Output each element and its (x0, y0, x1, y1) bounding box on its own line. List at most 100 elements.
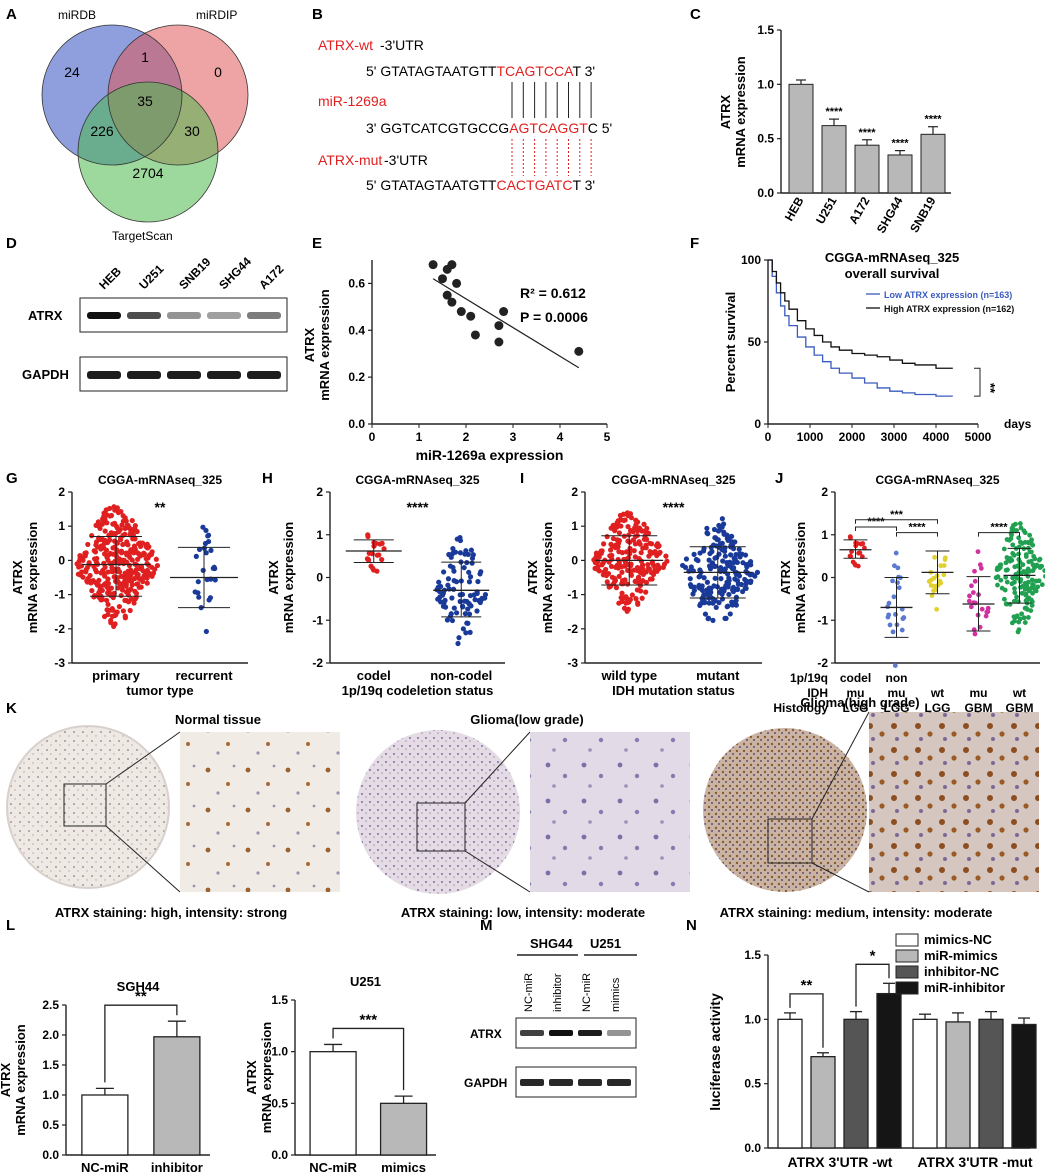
chartI-point (643, 589, 649, 595)
chartJ-point (1020, 562, 1026, 568)
chartL1-y-tick-label: 1.0 (42, 1088, 59, 1102)
chartJ-point (941, 563, 947, 568)
chartJ-point (998, 562, 1004, 568)
chart-j-group-label: codel (840, 671, 871, 685)
chartI-point (731, 565, 737, 571)
chart-e-x-label: miR-1269a expression (416, 447, 564, 463)
chartH-point (461, 565, 467, 571)
venn-count-c-only: 2704 (132, 165, 163, 181)
chartI-point (715, 528, 722, 534)
chart-j-row-label: IDH (807, 686, 828, 700)
chart-f-x-tick-label: 2000 (839, 430, 866, 444)
chartJ-point (1012, 598, 1018, 604)
chart-j-group-label: mu (847, 686, 865, 700)
chartI-point (724, 535, 730, 541)
chart-c-significance: **** (891, 138, 909, 150)
chartH-point (450, 550, 456, 556)
chartH-point (441, 600, 447, 606)
chartI-point (733, 551, 739, 558)
chartG-point (127, 607, 133, 614)
chartG-point (145, 555, 151, 561)
chartI-point (742, 552, 749, 558)
chartI-point (643, 536, 650, 542)
chartL1-y-label: ATRX (0, 1062, 13, 1097)
chart-n-bar (1011, 1023, 1037, 1149)
blot-d-atrx-band (127, 312, 161, 319)
chartI-point (616, 560, 622, 566)
chartG-point (116, 556, 122, 562)
chartG-point (92, 593, 98, 599)
chartI-y-label: mRNA expression (540, 522, 555, 634)
chartJ-point (928, 583, 934, 588)
chart-e-x-tick-label: 3 (510, 430, 517, 444)
chartI-point (649, 576, 655, 582)
chartI-point (714, 536, 720, 543)
chartG-point (124, 524, 130, 530)
chartJ-point (1033, 588, 1039, 594)
chartJ-point (1027, 568, 1033, 574)
chartI-point (734, 586, 741, 593)
chartI-point (604, 534, 610, 540)
chartH-point (365, 532, 371, 538)
chartG-title: CGGA-mRNAseq_325 (98, 473, 222, 487)
chartI-point (727, 552, 734, 558)
chartG-point (120, 583, 126, 589)
chart-n-bar (912, 1018, 938, 1149)
chart-n-legend-swatch (895, 949, 919, 963)
chartH-point (482, 595, 488, 601)
chartJ-point (1009, 557, 1015, 563)
chartI-title: CGGA-mRNAseq_325 (611, 473, 735, 487)
chart-n-significance: * (870, 947, 876, 964)
chartH-point (454, 536, 460, 542)
chartJ-point (1007, 601, 1013, 607)
chart-e-y-label: mRNA expression (317, 289, 332, 401)
chartH-point (451, 586, 457, 592)
mut-sequence: 5' GTATAGTAATGTTCACTGATCT 3' (366, 177, 595, 193)
chartG-y-label: ATRX (10, 560, 25, 595)
chart-e-point (438, 274, 447, 284)
tissue-zoom-high (869, 712, 1039, 892)
chart-j-group-label: mu (970, 686, 988, 700)
chartG-point (136, 575, 142, 581)
chartG-point (119, 587, 126, 593)
chart-c-x-tick-label: U251 (813, 194, 840, 226)
chartJ-point (1010, 575, 1016, 581)
panel-label-b: B (312, 6, 323, 23)
chartG-point (107, 550, 113, 557)
chart-n-y-tick-label: 1.5 (744, 948, 761, 962)
chartJ-point (1013, 614, 1019, 620)
chartG-point (144, 580, 150, 586)
chartJ-point (985, 609, 991, 615)
blot-m-group-u251: U251 (590, 936, 621, 951)
chart-n-y-tick-label: 1.0 (744, 1012, 761, 1026)
chart-e-p-value: P = 0.0006 (520, 309, 588, 325)
chartJ-point (892, 563, 897, 569)
chartI-point (608, 547, 614, 553)
chartI-point (608, 541, 614, 547)
chartG-point (101, 613, 108, 620)
chartJ-point (1004, 579, 1010, 585)
chartJ-point (887, 622, 893, 628)
chartL1-y-tick-label: 0.5 (42, 1118, 59, 1132)
chart-j-bracket-label: **** (867, 516, 885, 528)
chartI-point (655, 562, 661, 568)
chartG-point (129, 557, 135, 563)
chartJ-point (1018, 570, 1024, 576)
chartI-point (625, 599, 631, 606)
tma-core-low (356, 730, 520, 894)
chartG-point (83, 550, 89, 556)
chartH-point (449, 595, 455, 601)
chartI-point (716, 551, 722, 557)
chart-f-y-tick-label: 0 (754, 417, 761, 431)
western-blot-m: SHG44 U251 NC-miR inhibitor NC-miR mimics A… (464, 936, 637, 1098)
chartI-point (706, 585, 712, 591)
tma-core-normal (6, 725, 170, 889)
chart-c-bar (887, 154, 913, 194)
chart-f-y-tick-label: 100 (741, 253, 761, 267)
chartG-point (77, 556, 84, 562)
chartG-point (101, 510, 107, 516)
chart-n-x-tick-label: ATRX 3'UTR -wt (788, 1154, 893, 1170)
chartH-point (465, 620, 471, 626)
chart-n-legend-swatch (895, 965, 919, 979)
chartJ-point (890, 629, 896, 635)
